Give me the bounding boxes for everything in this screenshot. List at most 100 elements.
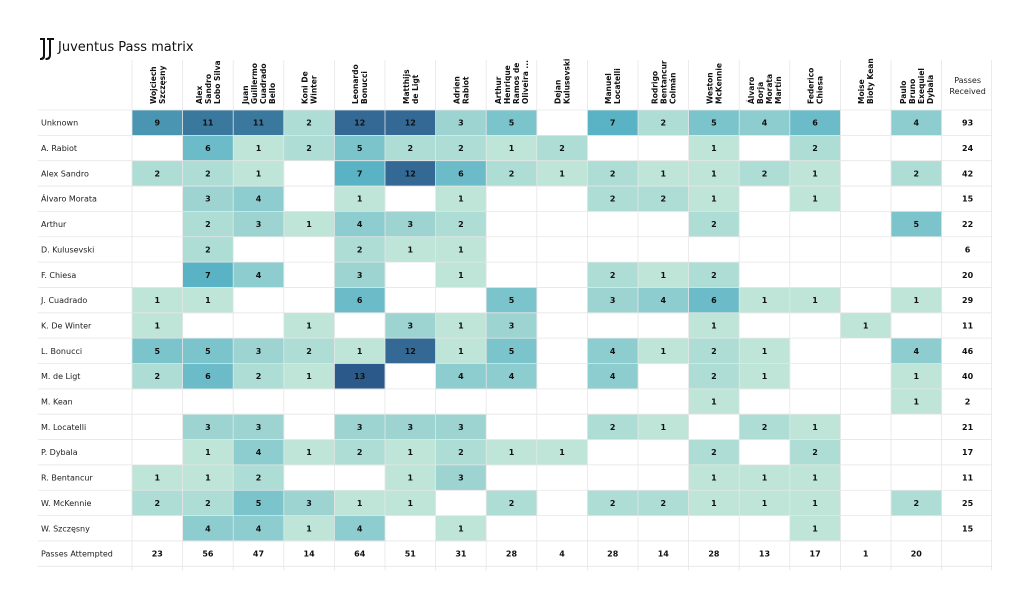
- passes-attempted-value: 17: [810, 550, 821, 559]
- heatmap-cell: [789, 160, 841, 187]
- column-header: Weston McKennie: [705, 63, 723, 104]
- column-header-line: Kulusevski: [563, 59, 572, 104]
- cell-value-label: 2: [711, 220, 717, 229]
- cell-value-label: 1: [155, 321, 161, 330]
- passes-received-value: 6: [965, 245, 971, 254]
- heatmap-cell: [688, 490, 740, 516]
- cell-value-label: 2: [610, 195, 616, 204]
- heatmap-cell: [638, 110, 689, 136]
- passes-attempted-value: 23: [152, 550, 163, 559]
- cell-value-label: 12: [354, 119, 365, 128]
- cell-value-label: 2: [661, 119, 667, 128]
- cell-value-label: 2: [458, 448, 464, 457]
- column-header-line: Manuel: [604, 73, 613, 104]
- cell-value-label: 1: [509, 144, 515, 153]
- heatmap-cell: [435, 515, 487, 542]
- heatmap-cell: [435, 262, 487, 288]
- cell-value-label: 1: [812, 499, 818, 508]
- heatmap-cell: [233, 262, 285, 288]
- heatmap-cell: [739, 160, 791, 187]
- heatmap-cell: [435, 464, 487, 491]
- cell-value-label: 4: [256, 195, 262, 204]
- cell-value-label: 3: [256, 220, 262, 229]
- heatmap-cell: [233, 439, 285, 466]
- cell-value-label: 2: [155, 169, 161, 178]
- cell-value-label: 2: [762, 169, 768, 178]
- heatmap-cell: [435, 211, 487, 238]
- column-header-line: Bonucci: [360, 71, 369, 104]
- cell-value-label: 5: [509, 296, 515, 305]
- cell-value-label: 2: [155, 499, 161, 508]
- heatmap-cell: [334, 186, 386, 212]
- cell-value-label: 7: [205, 271, 211, 280]
- passes-received-header: Received: [949, 87, 985, 96]
- heatmap-cell: [739, 363, 791, 390]
- column-header-line: Koni De: [301, 71, 310, 104]
- cell-value-label: 1: [256, 169, 262, 178]
- cell-value-label: 1: [762, 347, 768, 356]
- heatmap-cell: [132, 338, 183, 364]
- column-header-line: Lobo Silva: [213, 60, 222, 104]
- heatmap-cell: [233, 363, 285, 390]
- passes-received-value: 46: [962, 347, 974, 356]
- heatmap-cell: [435, 338, 487, 364]
- passes-attempted-value: 4: [559, 550, 565, 559]
- column-header-line: Rabiot: [461, 76, 470, 104]
- cell-value-label: 1: [863, 321, 869, 330]
- cell-value-label: 1: [408, 245, 414, 254]
- cell-value-label: 3: [408, 220, 414, 229]
- row-label: Alex Sandro: [41, 169, 89, 178]
- row-label: P. Dybala: [41, 448, 78, 457]
- cell-value-label: 13: [354, 372, 365, 381]
- passes-attempted-value: 28: [607, 550, 619, 559]
- heatmap-cell: [486, 338, 538, 364]
- column-header-line: Wojciech: [149, 66, 158, 104]
- passes-attempted-value: 13: [759, 550, 770, 559]
- heatmap-cell: [385, 439, 436, 466]
- cell-value-label: 6: [812, 119, 818, 128]
- cell-value-label: 2: [256, 474, 262, 483]
- cell-value-label: 1: [205, 296, 211, 305]
- cell-value-label: 2: [509, 169, 515, 178]
- cell-value-label: 4: [256, 271, 262, 280]
- heatmap-cell: [435, 110, 487, 136]
- heatmap-cell: [233, 490, 285, 516]
- heatmap-cell: [334, 211, 386, 238]
- heatmap-cell: [435, 414, 487, 440]
- cell-value-label: 1: [205, 474, 211, 483]
- cell-value-label: 2: [812, 144, 818, 153]
- passes-received-value: 22: [962, 220, 973, 229]
- row-label: M. Locatelli: [41, 423, 86, 432]
- column-header: Juan Guillermo Cuadrado Bello: [241, 63, 277, 105]
- cell-value-label: 2: [711, 372, 717, 381]
- cell-value-label: 2: [155, 372, 161, 381]
- cell-value-label: 3: [509, 321, 515, 330]
- row-label: R. Bentancur: [41, 474, 93, 483]
- heatmap-cell: [182, 160, 234, 187]
- heatmap-cell: [233, 160, 285, 187]
- cell-value-label: 5: [509, 119, 515, 128]
- heatmap-cell: [789, 464, 841, 491]
- cell-value-label: 3: [256, 423, 262, 432]
- heatmap-cell: [789, 110, 841, 136]
- heatmap-cell: [334, 515, 386, 542]
- cell-value-label: 6: [205, 144, 211, 153]
- cell-value-label: 4: [256, 448, 262, 457]
- heatmap-cell: [739, 490, 791, 516]
- heatmap-cell: [688, 211, 740, 238]
- heatmap-cell: [789, 186, 841, 212]
- heatmap-cell: [182, 287, 234, 314]
- cell-value-label: 4: [762, 119, 768, 128]
- cell-value-label: 3: [458, 474, 464, 483]
- cell-value-label: 2: [458, 220, 464, 229]
- heatmap-cell: [486, 110, 538, 136]
- column-header: Moise Bioty Kean: [857, 58, 875, 104]
- heatmap-cell: [182, 363, 234, 390]
- heatmap-cell: [182, 515, 234, 542]
- cell-value-label: 2: [205, 245, 211, 254]
- cell-value-label: 2: [205, 499, 211, 508]
- cell-value-label: 6: [357, 296, 363, 305]
- cell-value-label: 1: [458, 321, 464, 330]
- cell-value-label: 1: [408, 448, 414, 457]
